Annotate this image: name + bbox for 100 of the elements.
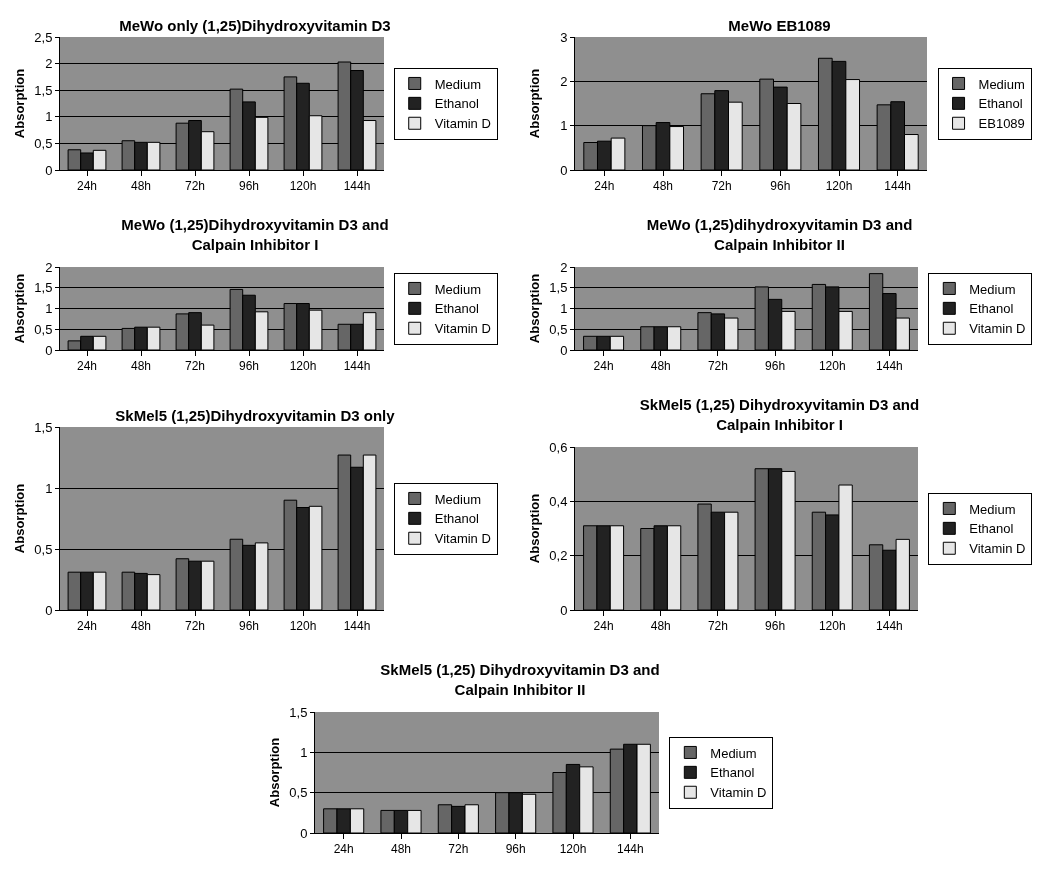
x-tick-label: 144h	[884, 179, 912, 194]
legend-label: Medium	[710, 745, 757, 761]
chart-title: SkMel5 (1,25)Dihydroxyvitamin D3 only	[115, 406, 396, 424]
x-tick-label: 120h	[818, 359, 846, 374]
legend-label: Vitamin D	[969, 541, 1026, 557]
y-tick-label: 2,5	[34, 29, 53, 45]
x-tick-label: 24h	[593, 359, 614, 374]
legend-label: Ethanol	[434, 301, 479, 317]
y-tick-label: 0	[560, 162, 568, 178]
y-tick-label: 1	[45, 301, 53, 317]
x-tick-label: 144h	[876, 619, 903, 634]
x-tick-label: 96h	[505, 842, 526, 857]
y-tick-label: 0,2	[549, 548, 568, 564]
y-tick-label: 0	[45, 162, 53, 178]
legend-label: Medium	[969, 501, 1016, 517]
x-tick-label: 120h	[289, 179, 317, 194]
y-tick-label: 0,4	[549, 493, 568, 509]
y-tick-label: 0	[300, 825, 308, 841]
y-tick-label: 1	[45, 480, 53, 496]
x-tick-label: 72h	[184, 619, 206, 634]
x-tick-label: 48h	[130, 179, 152, 194]
legend-label: Medium	[434, 76, 481, 92]
y-axis-title: Absorption	[267, 737, 282, 808]
y-tick-label: 0	[560, 342, 568, 358]
legend-label: Medium	[434, 281, 481, 297]
x-tick-label: 48h	[390, 842, 412, 857]
x-tick-label: 120h	[818, 619, 846, 634]
chart-title: SkMel5 (1,25) Dihydroxyvitamin D3 and Calpain Inhibitor I	[639, 396, 920, 433]
y-tick-label: 0,5	[34, 541, 53, 557]
legend-label: Vitamin D	[710, 785, 767, 801]
y-tick-label: 0	[560, 602, 568, 618]
y-axis-title: Absorption	[12, 483, 27, 554]
chart-title: SkMel5 (1,25) Dihydroxyvitamin D3 and Calpain Inhibitor II	[380, 661, 660, 698]
x-tick-label: 24h	[593, 619, 614, 634]
x-tick-label: 96h	[765, 359, 786, 374]
x-tick-label: 144h	[876, 359, 903, 374]
x-tick-label: 24h	[76, 359, 98, 374]
x-tick-label: 96h	[238, 359, 260, 374]
y-tick-label: 1,5	[34, 280, 53, 296]
chart-title: MeWo EB1089	[728, 16, 831, 34]
legend-label: Ethanol	[434, 511, 479, 527]
x-tick-label: 120h	[559, 842, 587, 857]
y-axis-title: Absorption	[527, 68, 542, 139]
x-tick-label: 144h	[616, 842, 644, 857]
y-tick-label: 1	[560, 301, 568, 317]
legend-label: Medium	[978, 76, 1025, 92]
chart-title: MeWo (1,25)Dihydroxyvitamin D3 and Calpain Inhibitor I	[121, 216, 389, 253]
legend-label: Vitamin D	[969, 321, 1026, 337]
x-tick-label: 96h	[770, 179, 791, 194]
x-tick-label: 72h	[711, 179, 732, 194]
x-tick-label: 48h	[650, 359, 671, 374]
legend-label: Vitamin D	[434, 321, 491, 337]
legend-label: Ethanol	[434, 96, 479, 112]
legend-label: Ethanol	[969, 521, 1014, 537]
x-tick-label: 120h	[825, 179, 853, 194]
y-tick-label: 2	[45, 56, 53, 72]
legend-label: Vitamin D	[434, 531, 491, 547]
legend-label: Ethanol	[978, 96, 1023, 112]
x-tick-label: 24h	[333, 842, 354, 857]
y-tick-label: 0,5	[289, 785, 308, 801]
y-axis-title: Absorption	[527, 493, 542, 564]
y-tick-label: 0,6	[549, 439, 568, 455]
chart-title: MeWo only (1,25)Dihydroxyvitamin D3	[119, 16, 391, 34]
x-tick-label: 72h	[448, 842, 469, 857]
legend-label: Ethanol	[969, 301, 1014, 317]
x-tick-label: 72h	[707, 619, 728, 634]
x-tick-label: 48h	[130, 619, 152, 634]
y-tick-label: 2	[45, 259, 53, 275]
legend-label: EB1089	[978, 116, 1025, 132]
y-tick-label: 0,5	[549, 321, 568, 337]
x-tick-label: 120h	[289, 619, 317, 634]
x-tick-label: 144h	[343, 359, 371, 374]
legend-label: Vitamin D	[434, 116, 491, 132]
y-tick-label: 3	[560, 29, 568, 45]
y-axis-title: Absorption	[12, 68, 27, 139]
y-tick-label: 1,5	[549, 280, 568, 296]
y-tick-label: 0,5	[34, 135, 53, 151]
y-tick-label: 1,5	[289, 704, 308, 720]
y-tick-label: 2	[560, 73, 568, 89]
x-tick-label: 48h	[652, 179, 674, 194]
x-tick-label: 144h	[343, 179, 371, 194]
x-tick-label: 72h	[707, 359, 728, 374]
y-tick-label: 1	[300, 744, 308, 760]
y-tick-label: 0	[45, 342, 53, 358]
x-tick-label: 96h	[238, 179, 260, 194]
x-tick-label: 72h	[184, 359, 206, 374]
y-axis-title: Absorption	[12, 273, 27, 344]
y-tick-label: 0	[45, 602, 53, 618]
x-tick-label: 24h	[76, 179, 98, 194]
legend-label: Medium	[434, 491, 481, 507]
x-tick-label: 48h	[650, 619, 671, 634]
x-tick-label: 96h	[765, 619, 786, 634]
y-tick-label: 1,5	[34, 419, 53, 435]
x-tick-label: 24h	[76, 619, 98, 634]
x-tick-label: 144h	[343, 619, 371, 634]
x-tick-label: 48h	[130, 359, 152, 374]
y-axis-title: Absorption	[527, 273, 542, 344]
x-tick-label: 72h	[184, 179, 206, 194]
x-tick-label: 24h	[594, 179, 615, 194]
y-tick-label: 1	[560, 118, 568, 134]
